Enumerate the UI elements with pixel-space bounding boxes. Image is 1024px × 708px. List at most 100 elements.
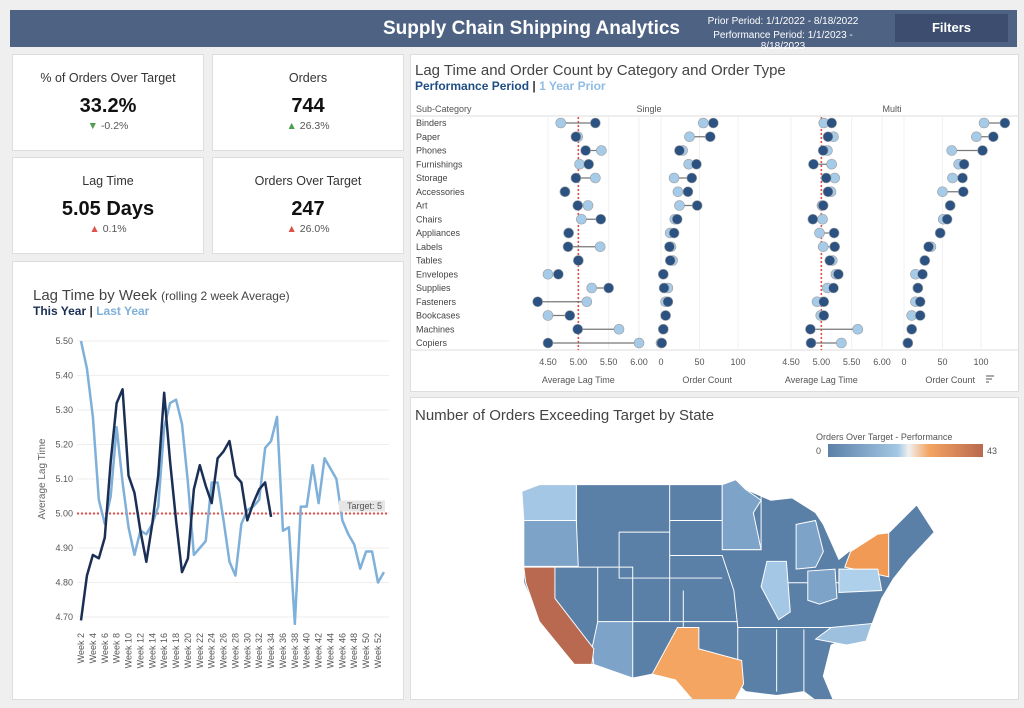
series-line-last-year [79, 340, 386, 626]
dot-prior [978, 117, 990, 129]
dot-performance [988, 131, 999, 143]
state-oregon[interactable] [523, 519, 579, 567]
x-tick-label: Week 8 [112, 633, 122, 663]
sort-icon[interactable] [986, 375, 994, 383]
dot-performance [914, 310, 926, 321]
prior-period: Prior Period: 1/1/2022 - 8/18/2022 [707, 16, 859, 27]
x-tick-label: Week 50 [361, 633, 371, 668]
category-label: Appliances [416, 228, 461, 238]
x-tick-label: Week 16 [159, 633, 169, 668]
state-pennsylvania[interactable] [838, 568, 883, 593]
legend-performance: Performance Period [415, 79, 529, 93]
dot-performance [674, 145, 685, 156]
dot-performance [660, 310, 671, 321]
performance-period: Performance Period: 1/1/2023 - 8/18/2023 [713, 30, 853, 52]
state-michigan[interactable] [795, 519, 824, 570]
dot-prior [576, 213, 587, 225]
column-multi: Multi [882, 104, 901, 114]
state-new-york[interactable] [844, 532, 890, 578]
dot-performance [658, 268, 669, 280]
arrow-up-icon: ▲ [286, 223, 297, 235]
dot-performance [912, 282, 924, 294]
dot-performance [662, 296, 674, 308]
x-tick-label: Week 22 [195, 633, 205, 668]
chart-title: Lag Time by Week [33, 287, 157, 304]
dashboard-title: Supply Chain Shipping Analytics [383, 18, 680, 39]
x-tick-label: 0 [658, 357, 663, 367]
dot-performance [828, 282, 839, 294]
chart-title: Lag Time and Order Count by Category and… [415, 62, 786, 79]
category-label: Labels [416, 242, 443, 252]
dot-performance [824, 255, 836, 266]
dot-prior [947, 172, 958, 184]
dot-performance [828, 227, 840, 239]
kpi-value: 247 [291, 198, 325, 220]
arrow-down-icon: ▼ [87, 120, 99, 132]
dot-performance [583, 158, 594, 170]
filters-button[interactable]: Filters [895, 14, 1008, 42]
x-tick-label: Week 26 [219, 633, 229, 668]
dot-performance [580, 145, 591, 156]
dot-performance [829, 241, 841, 253]
x-tick-label: 6.00 [873, 357, 891, 367]
legend-max: 43 [987, 446, 997, 456]
dot-performance [820, 172, 832, 184]
x-tick-label: Week 32 [254, 633, 264, 668]
dot-performance [807, 213, 819, 225]
legend-prior: 1 Year Prior [539, 79, 606, 93]
dot-performance [603, 282, 615, 294]
dot-performance [906, 323, 918, 335]
x-tick-label: 5.50 [843, 357, 861, 367]
x-tick-label: Week 2 [76, 633, 86, 663]
dot-performance [923, 241, 934, 253]
y-tick-label: 5.40 [55, 371, 73, 381]
x-tick-label: Week 34 [266, 633, 276, 668]
x-tick-label: 6.00 [630, 357, 648, 367]
dot-performance [826, 117, 837, 129]
category-label: Storage [416, 173, 448, 183]
state-north-carolina[interactable] [814, 623, 873, 646]
y-tick-label: 4.90 [55, 543, 73, 553]
x-tick-label: 5.00 [570, 357, 588, 367]
y-tick-label: 4.70 [55, 612, 73, 622]
y-tick-label: 5.00 [55, 509, 73, 519]
state-minnesota[interactable] [721, 479, 762, 551]
kpi-value: 744 [291, 95, 325, 117]
state-washington[interactable] [521, 484, 577, 523]
x-tick-label: 5.00 [813, 357, 831, 367]
dot-performance [818, 310, 830, 321]
category-label: Copiers [416, 338, 448, 348]
category-label: Binders [416, 118, 447, 128]
kpi-value: 5.05 Days [61, 198, 155, 220]
x-tick-label: Week 12 [135, 633, 145, 668]
x-tick-label: 100 [730, 357, 745, 367]
dot-performance [572, 323, 584, 335]
dot-performance [563, 227, 574, 239]
y-tick-label: 4.80 [55, 578, 73, 588]
y-axis-label: Average Lag Time [37, 438, 48, 519]
state-california[interactable] [523, 566, 595, 665]
dot-prior [684, 131, 695, 143]
state-arizona[interactable] [591, 621, 634, 679]
map-panel: Number of Orders Exceeding Target by Sta… [410, 397, 1019, 708]
kpi-change: -0.2% [100, 120, 129, 132]
kpi-value: 33.2% [79, 95, 137, 117]
dot-performance [570, 131, 582, 143]
x-tick-label: Week 40 [302, 633, 312, 668]
header-bar: Supply Chain Shipping Analytics Prior Pe… [10, 10, 1017, 52]
kpi-label: % of Orders Over Target [40, 71, 176, 85]
dot-performance [902, 337, 914, 349]
kpi-change: 26.0% [299, 223, 330, 235]
category-label: Machines [416, 324, 455, 334]
x-tick-label: 0 [901, 357, 906, 367]
dot-prior [542, 268, 554, 280]
svg-text:Performance Period | 1 Year Pr: Performance Period | 1 Year Prior [415, 79, 606, 93]
dot-performance [532, 296, 543, 308]
state-ohio[interactable] [807, 568, 838, 605]
legend-separator: | [529, 79, 539, 93]
category-label: Paper [416, 132, 440, 142]
state-illinois[interactable] [760, 560, 791, 621]
target-label: Target: 5 [347, 501, 382, 511]
dot-prior [542, 310, 554, 321]
kpi-card-pct-over-target: % of Orders Over Target 33.2% ▼ -0.2% [12, 54, 204, 151]
